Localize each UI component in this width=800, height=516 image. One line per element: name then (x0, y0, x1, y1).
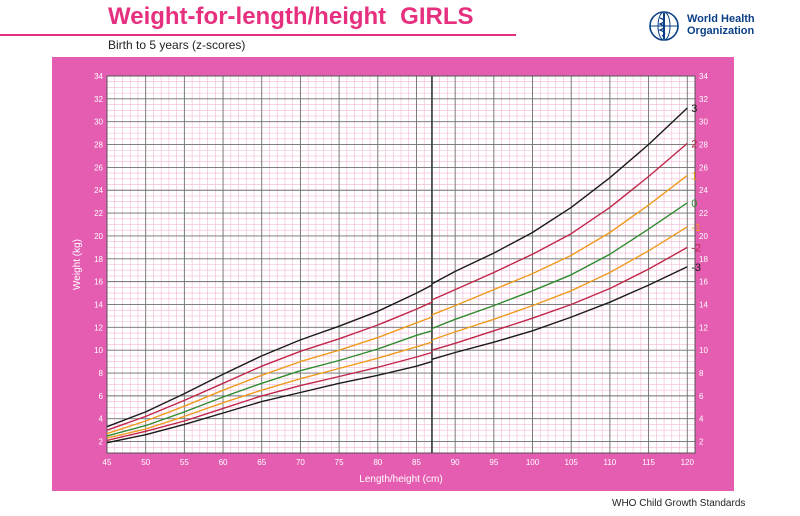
z-score-series-3: 3 (106, 103, 697, 428)
y-tick-label-left: 16 (94, 278, 103, 287)
z-score-label: 2 (691, 138, 697, 150)
y-tick-label-right: 28 (699, 141, 708, 150)
y-tick-label-right: 32 (699, 95, 708, 104)
x-tick-label: 65 (257, 458, 266, 467)
y-tick-label-left: 28 (94, 141, 103, 150)
organization-name: World Health Organization (687, 13, 755, 37)
z-score-series--2: -2 (106, 242, 701, 442)
chart-subtitle: Birth to 5 years (z-scores) (108, 38, 246, 52)
z-score-line (431, 142, 688, 301)
y-tick-label-left: 14 (94, 300, 103, 309)
y-tick-label-right: 30 (699, 118, 708, 127)
y-tick-label-left: 2 (99, 438, 104, 447)
x-tick-label: 115 (642, 458, 655, 467)
y-tick-label-left: 26 (94, 163, 103, 172)
z-score-label: -1 (691, 222, 701, 234)
y-axis-label: Weight (kg) (72, 239, 83, 290)
x-tick-label: 70 (296, 458, 305, 467)
z-score-line (106, 316, 433, 435)
x-tick-label: 55 (180, 458, 189, 467)
z-score-series--1: -1 (106, 222, 701, 439)
z-score-label: -2 (691, 242, 701, 254)
x-tick-label: 90 (451, 458, 460, 467)
y-tick-label-left: 20 (94, 232, 103, 241)
title-main: Weight-for-length/height (108, 3, 387, 30)
z-score-line (106, 360, 433, 444)
z-score-line (431, 107, 688, 285)
x-tick-label: 80 (373, 458, 382, 467)
z-score-line (431, 202, 688, 330)
y-tick-label-left: 10 (94, 346, 103, 355)
title-underline (0, 34, 516, 36)
z-score-line (431, 174, 688, 316)
org-line-2: Organization (687, 25, 755, 37)
y-tick-label-right: 20 (699, 232, 708, 241)
x-tick-label: 75 (335, 458, 344, 467)
z-score-line (106, 284, 433, 428)
y-tick-label-right: 12 (699, 323, 708, 332)
y-tick-label-left: 30 (94, 118, 103, 127)
y-tick-label-left: 24 (94, 186, 103, 195)
y-tick-label-right: 8 (699, 369, 704, 378)
y-tick-label-right: 6 (699, 392, 704, 401)
z-score-label: 1 (691, 170, 697, 182)
x-tick-label: 105 (565, 458, 579, 467)
y-tick-label-right: 4 (699, 415, 704, 424)
z-score-label: 0 (691, 198, 697, 210)
y-tick-label-left: 32 (94, 95, 103, 104)
y-tick-label-right: 26 (699, 163, 708, 172)
x-tick-label: 45 (103, 458, 112, 467)
z-score-series-2: 2 (106, 138, 697, 431)
z-score-series-1: 1 (106, 170, 697, 435)
x-axis-label: Length/height (cm) (359, 474, 442, 485)
y-tick-label-right: 18 (699, 255, 708, 264)
x-tick-label: 120 (681, 458, 695, 467)
title-sex: GIRLS (400, 3, 474, 30)
y-tick-label-right: 10 (699, 346, 708, 355)
y-tick-label-right: 24 (699, 186, 708, 195)
footer-credit: WHO Child Growth Standards (612, 498, 746, 509)
z-score-line (106, 341, 433, 439)
y-tick-label-left: 34 (94, 72, 103, 81)
x-tick-label: 85 (412, 458, 421, 467)
x-tick-label: 95 (489, 458, 498, 467)
y-tick-label-right: 34 (699, 72, 708, 81)
y-tick-label-right: 22 (699, 209, 708, 218)
z-score-line (431, 246, 688, 351)
chart-title: Weight-for-length/height GIRLS (108, 3, 474, 31)
z-score-series--3: -3 (106, 262, 701, 444)
y-tick-label-right: 16 (699, 278, 708, 287)
y-tick-label-right: 14 (699, 300, 708, 309)
x-tick-label: 50 (141, 458, 150, 467)
y-tick-label-left: 12 (94, 323, 103, 332)
y-tick-label-left: 6 (99, 392, 104, 401)
x-tick-label: 110 (604, 458, 617, 467)
y-tick-label-left: 8 (99, 369, 104, 378)
y-tick-label-left: 22 (94, 209, 103, 218)
z-score-series-0: 0 (106, 198, 697, 437)
x-tick-label: 100 (526, 458, 540, 467)
z-score-line (106, 351, 433, 442)
z-score-label: -3 (691, 262, 701, 274)
y-tick-label-left: 4 (99, 415, 104, 424)
who-logo-icon (649, 11, 679, 41)
x-tick-label: 60 (219, 458, 228, 467)
z-score-line (431, 266, 688, 360)
z-score-line (106, 330, 433, 437)
z-score-line (431, 226, 688, 341)
z-score-line (106, 301, 433, 431)
plot-border (106, 75, 696, 454)
org-line-1: World Health (687, 13, 755, 25)
y-tick-label-right: 2 (699, 438, 704, 447)
y-tick-label-left: 18 (94, 255, 103, 264)
z-score-label: 3 (691, 103, 697, 115)
